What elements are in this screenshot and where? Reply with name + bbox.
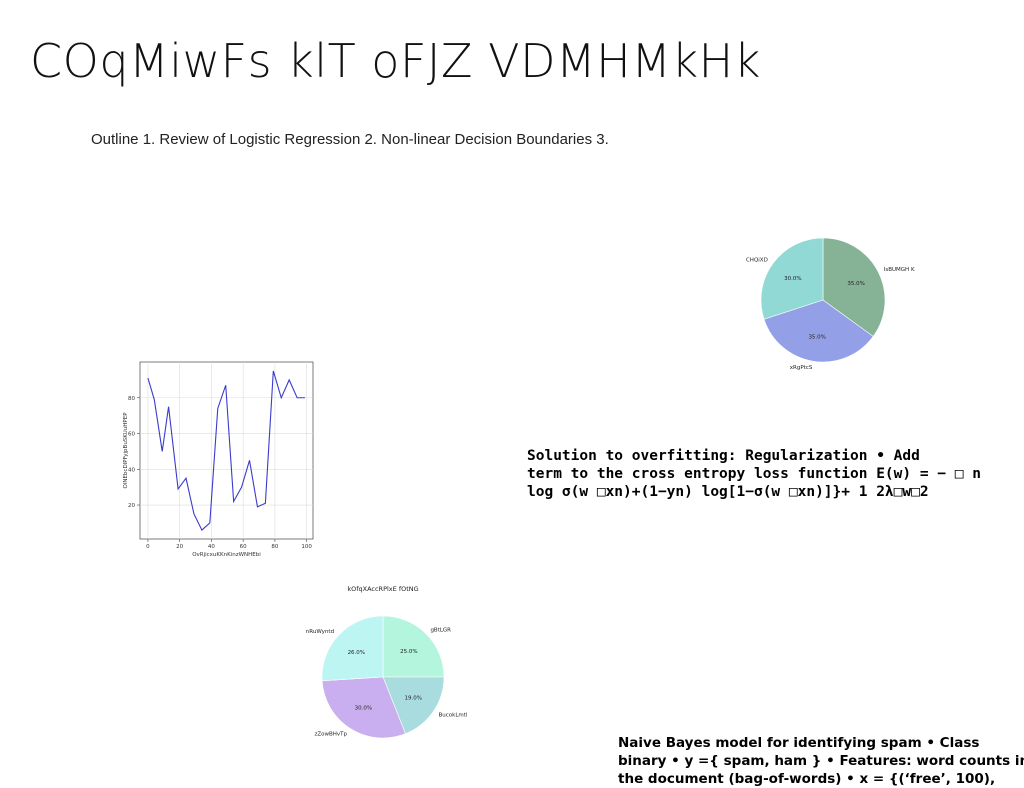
x-tick-label: 20	[176, 544, 183, 550]
series-line	[147, 370, 306, 531]
y-axis-label: OlNEbcDIPFyjpBuSKUuHPEP	[123, 412, 129, 489]
pie-slice-label: gBtLGR	[430, 627, 451, 633]
pie-percent-label: 30.0%	[355, 706, 372, 712]
pie-slice	[822, 237, 886, 337]
x-tick-label: 80	[271, 544, 278, 550]
pie-percent-label: 35.0%	[847, 281, 864, 287]
line-chart: 0 20 40 60 80 100 20 40 60 80 OvRjicxuKKnKinzWNHEb…	[123, 361, 314, 558]
pie-slice-label: xRgPtcS	[790, 365, 813, 371]
regularization-text: Solution to overfitting: Regularization …	[527, 447, 1022, 501]
y-tick-label: 40	[128, 467, 135, 473]
x-tick-label: 40	[208, 544, 215, 550]
naive-bayes-line: Naive Bayes model for identifying spam •…	[618, 735, 980, 751]
pie-chart-bottom: kOfqXAccRPlxE fOtNG 25.0% gBtLGR 19.0% Bucok…	[306, 585, 468, 739]
y-tick-label: 80	[128, 396, 135, 402]
pie-percent-label: 26.0%	[348, 650, 365, 656]
pie-percent-label: 25.0%	[400, 649, 417, 655]
x-tick-label: 0	[146, 544, 150, 550]
regularization-line: term to the cross entropy loss function …	[527, 466, 981, 482]
slide-title: COqMiwFs klT oFJZ VDMHMkHk	[30, 34, 761, 88]
pie-slice-label: CHQiXD	[746, 258, 768, 264]
regularization-line: Solution to overfitting: Regularization …	[527, 448, 920, 464]
pie-slice	[760, 237, 824, 320]
pie-slice-label: zZowBHvTp	[314, 731, 347, 737]
y-tick-label: 60	[128, 432, 135, 438]
naive-bayes-line: the document (bag-of-words) • x = {(‘fre…	[618, 771, 996, 787]
naive-bayes-text: Naive Bayes model for identifying spam •…	[618, 734, 1024, 788]
naive-bayes-line: binary • y ={ spam, ham } • Features: wo…	[618, 753, 1024, 769]
pie-slice	[382, 676, 445, 735]
pie-slice	[763, 299, 874, 363]
pie-percent-label: 30.0%	[784, 276, 801, 282]
x-tick-label: 100	[301, 544, 312, 550]
pie-percent-label: 35.0%	[808, 335, 825, 341]
pie-chart-top: 35.0% IsBUMGH K 35.0% xRgPtcS 30.0% CHQiXD	[746, 237, 915, 371]
pie-slice-label: IsBUMGH K	[884, 267, 915, 273]
x-axis-label: OvRjicxuKKnKinzWNHEbi	[192, 552, 261, 558]
pie-slice	[321, 676, 406, 739]
y-tick-label: 20	[128, 503, 135, 509]
plot-area	[139, 361, 314, 540]
x-tick-label: 60	[240, 544, 247, 550]
pie-slice-label: BucokLmtl	[438, 713, 467, 719]
pie-slice	[321, 615, 384, 682]
outline-text: Outline 1. Review of Logistic Regression…	[91, 131, 609, 148]
pie-percent-label: 19.0%	[405, 695, 422, 701]
pie-title: kOfqXAccRPlxE fOtNG	[347, 585, 418, 593]
pie-slice-label: nRuWyntd	[306, 629, 334, 635]
pie-slice	[382, 615, 445, 678]
regularization-line: log σ(w □xn)+(1−yn) log[1−σ(w □xn)]}+ 1 …	[527, 484, 929, 500]
